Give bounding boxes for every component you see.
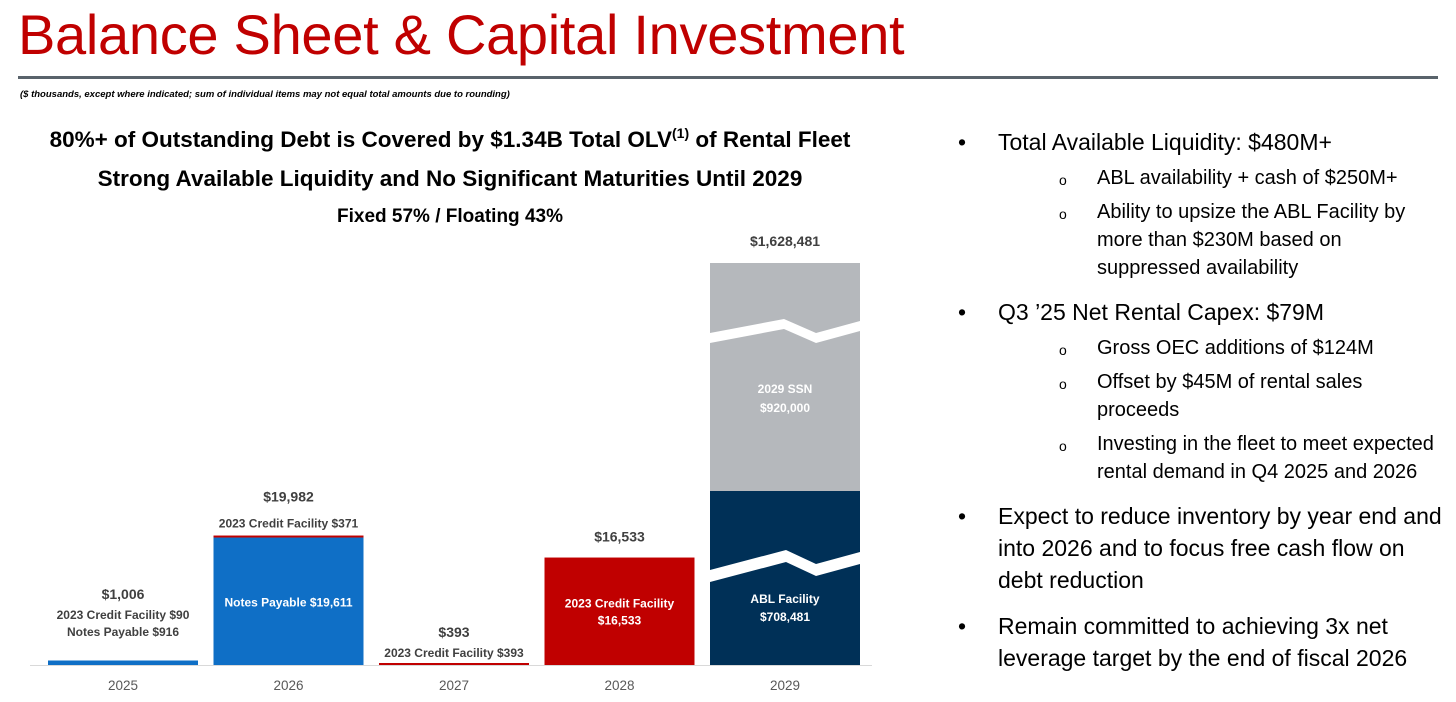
label-2028-credit-facility-name: 2023 Credit Facility [565, 596, 675, 610]
sub-bullet-text: Gross OEC additions of $124M [1097, 337, 1374, 359]
bullet-list: • Total Available Liquidity: $480M+ o AB… [955, 126, 1450, 688]
label-2029-ssn-value: $920,000 [760, 401, 810, 415]
title-divider [18, 76, 1438, 79]
label-2028-credit-facility-value: $16,533 [598, 613, 642, 627]
sub-bullet: o Offset by $45M of rental sales proceed… [998, 368, 1450, 424]
label-2026-credit-facility: 2023 Credit Facility $371 [219, 517, 359, 531]
bar-2029-abl-facility [710, 491, 860, 665]
bullet-liquidity-text: Total Available Liquidity: $480M+ [998, 129, 1332, 155]
sub-bullet-ring-icon: o [1059, 438, 1067, 454]
bullet-capex-text: Q3 ’25 Net Rental Capex: $79M [998, 299, 1325, 325]
bullet-liquidity: • Total Available Liquidity: $480M+ o AB… [955, 126, 1450, 282]
labels-layer: 2025 2026 2027 2028 2029 2023 Credit Facility… [57, 233, 821, 693]
bar-2027-credit-facility [379, 663, 529, 665]
bar-2029-ssn [710, 263, 860, 491]
bullet-leverage-text: Remain committed to achieving 3x net lev… [998, 613, 1408, 671]
bar-2025-credit-facility [48, 660, 198, 662]
page-title: Balance Sheet & Capital Investment [18, 3, 905, 66]
sub-bullet-text: Ability to upsize the ABL Facility by mo… [1097, 201, 1406, 279]
sub-bullet-ring-icon: o [1059, 206, 1067, 222]
total-2028: $16,533 [594, 529, 645, 545]
bullet-capex: • Q3 ’25 Net Rental Capex: $79M o Gross … [955, 296, 1450, 486]
label-2025-notes-payable: Notes Payable $916 [67, 625, 179, 639]
footnote-marker: (1) [672, 125, 690, 141]
total-2027: $393 [438, 624, 469, 640]
sub-bullet: o ABL availability + cash of $250M+ [998, 164, 1450, 192]
total-2026: $19,982 [263, 489, 314, 505]
bullet-dot-icon: • [958, 503, 967, 529]
label-2026-notes-payable: Notes Payable $19,611 [224, 595, 352, 609]
label-2029-abl-name: ABL Facility [750, 592, 819, 606]
sub-bullet: o Investing in the fleet to meet expecte… [998, 430, 1450, 486]
x-tick-label: 2029 [770, 678, 800, 693]
x-tick-label: 2028 [604, 678, 634, 693]
x-tick-label: 2025 [108, 678, 138, 693]
headline-debt-coverage-tail: of Rental Fleet [689, 127, 851, 152]
sub-bullet-text: ABL availability + cash of $250M+ [1097, 167, 1398, 189]
headline-debt-coverage-main: 80%+ of Outstanding Debt is Covered by $… [49, 127, 672, 152]
sub-bullet-text: Offset by $45M of rental sales proceeds [1097, 371, 1363, 421]
sub-bullet-text: Investing in the fleet to meet expected … [1097, 433, 1434, 483]
sub-bullet-ring-icon: o [1059, 376, 1067, 392]
x-tick-label: 2027 [439, 678, 469, 693]
sub-bullet-ring-icon: o [1059, 172, 1067, 188]
x-tick-label: 2026 [273, 678, 303, 693]
total-2025: $1,006 [102, 586, 145, 602]
axis-break-ssn [710, 319, 860, 343]
bullet-dot-icon: • [958, 299, 967, 325]
label-2029-abl-value: $708,481 [760, 610, 810, 624]
sub-bullet: o Gross OEC additions of $124M [998, 334, 1450, 362]
label-2027-credit-facility: 2023 Credit Facility $393 [384, 646, 524, 660]
debt-maturity-chart: 2025 2026 2027 2028 2029 2023 Credit Facility… [30, 233, 872, 693]
label-2029-ssn-name: 2029 SSN [758, 382, 813, 396]
bar-2025-notes-payable [48, 661, 198, 665]
headline-debt-coverage: 80%+ of Outstanding Debt is Covered by $… [20, 125, 880, 153]
bar-2026-notes-payable [213, 537, 364, 665]
bar-2028-credit-facility [544, 557, 695, 665]
headline-liquidity: Strong Available Liquidity and No Signif… [97, 166, 803, 191]
label-2025-credit-facility: 2023 Credit Facility $90 [57, 608, 190, 622]
sub-bullet: o Ability to upsize the ABL Facility by … [998, 198, 1450, 282]
bullet-inventory: • Expect to reduce inventory by year end… [955, 500, 1450, 596]
bullet-leverage: • Remain committed to achieving 3x net l… [955, 610, 1450, 674]
total-2029: $1,628,481 [750, 233, 820, 249]
headline-fixed-floating: Fixed 57% / Floating 43% [337, 206, 563, 227]
bullet-inventory-text: Expect to reduce inventory by year end a… [998, 503, 1442, 593]
bullet-dot-icon: • [958, 129, 967, 155]
bars-layer [48, 263, 860, 665]
sub-bullet-ring-icon: o [1059, 342, 1067, 358]
bar-2026-credit-facility [213, 535, 364, 538]
footnote: ($ thousands, except where indicated; su… [20, 89, 510, 100]
bullet-dot-icon: • [958, 613, 967, 639]
axis-break-abl [710, 550, 860, 582]
